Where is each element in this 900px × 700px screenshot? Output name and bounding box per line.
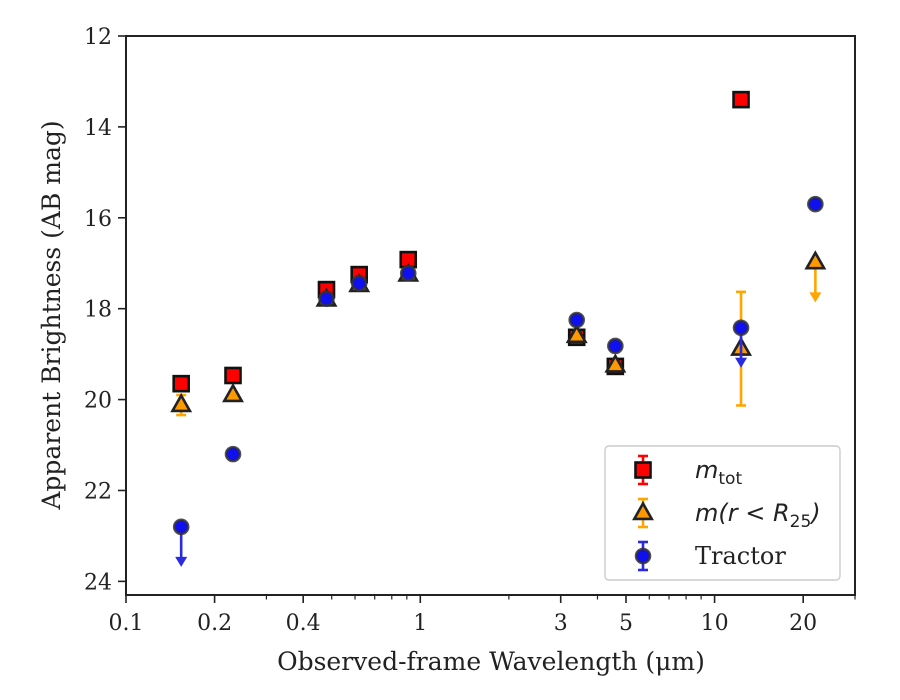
legend-label-mtot: mtot — [695, 456, 742, 489]
legend-entry-tractor: Tractor — [634, 540, 786, 572]
x-tick-label: 0.1 — [109, 611, 144, 636]
tractor-point-7 — [732, 319, 750, 337]
mtot-point-1 — [224, 366, 242, 385]
legend-entry-mr25: m(r < R25) — [632, 497, 821, 532]
y-tick-label: 22 — [84, 479, 112, 504]
mr25-upper-limit-8-head — [809, 292, 822, 303]
tractor-point-5 — [568, 311, 586, 329]
legend-label-tractor: Tractor — [695, 542, 786, 570]
mr25-point-8 — [804, 250, 827, 270]
y-tick-label: 24 — [84, 570, 112, 595]
plot-frame — [125, 35, 856, 596]
plot-marks — [170, 90, 827, 567]
x-tick-label: 0.2 — [197, 611, 232, 636]
legend: mtot m(r < R25) Tractor — [604, 445, 841, 581]
tractor-upper-limit-0-head — [175, 556, 188, 567]
tractor-upper-limit-7-head — [735, 357, 748, 368]
tractor-point-6 — [607, 337, 624, 355]
series-mtot — [172, 90, 750, 393]
x-tick-label: 3 — [554, 611, 568, 636]
legend-label-sub: 25 — [790, 512, 812, 532]
legend-marker-mr25 — [632, 500, 654, 521]
y-tick-label: 12 — [84, 25, 112, 50]
legend-marker-tractor — [634, 547, 652, 565]
y-tick-label: 16 — [84, 207, 112, 232]
tractor-point-3 — [350, 274, 368, 292]
tractor-point-1 — [224, 445, 242, 463]
legend-label-main: m — [695, 456, 718, 484]
series-tractor — [172, 195, 824, 567]
mr25-point-0 — [170, 392, 193, 413]
legend-label-rest: ) — [809, 499, 820, 527]
legend-label-main: m(r < R — [695, 499, 790, 527]
tractor-point-2 — [318, 290, 335, 307]
tractor-point-0 — [172, 518, 190, 536]
tractor-point-8 — [807, 195, 824, 213]
x-tick-label: 5 — [619, 611, 633, 636]
legend-marker-mtot — [634, 461, 652, 479]
y-tick-label: 20 — [84, 389, 112, 414]
series-mr25 — [170, 250, 827, 417]
y-tick-label: 18 — [84, 298, 112, 323]
axes: 0.1 0.2 0.4 1 3 5 10 20 12 14 16 18 20 22 24 — [84, 25, 856, 636]
legend-box — [604, 445, 841, 581]
mr25-point-5 — [565, 323, 588, 344]
legend-label-mr25: m(r < R25) — [695, 499, 821, 532]
x-axis-label: Observed-frame Wavelength (μm) — [277, 647, 705, 676]
mr25-point-6 — [604, 353, 627, 373]
y-axis-label: Apparent Brightness (AB mag) — [37, 120, 66, 510]
mr25-point-1 — [222, 382, 244, 403]
legend-label-main: Tractor — [695, 542, 786, 570]
mtot-point-0 — [172, 374, 190, 393]
x-tick-label: 0.4 — [286, 611, 321, 636]
legend-label-sub: tot — [718, 469, 742, 489]
mtot-point-7 — [732, 90, 750, 109]
legend-entry-mtot: mtot — [634, 454, 742, 489]
x-tick-label: 20 — [789, 611, 817, 636]
y-tick-label: 14 — [84, 116, 112, 141]
tractor-point-4 — [399, 264, 417, 282]
x-tick-label: 10 — [701, 611, 729, 636]
x-tick-label: 1 — [413, 611, 427, 636]
